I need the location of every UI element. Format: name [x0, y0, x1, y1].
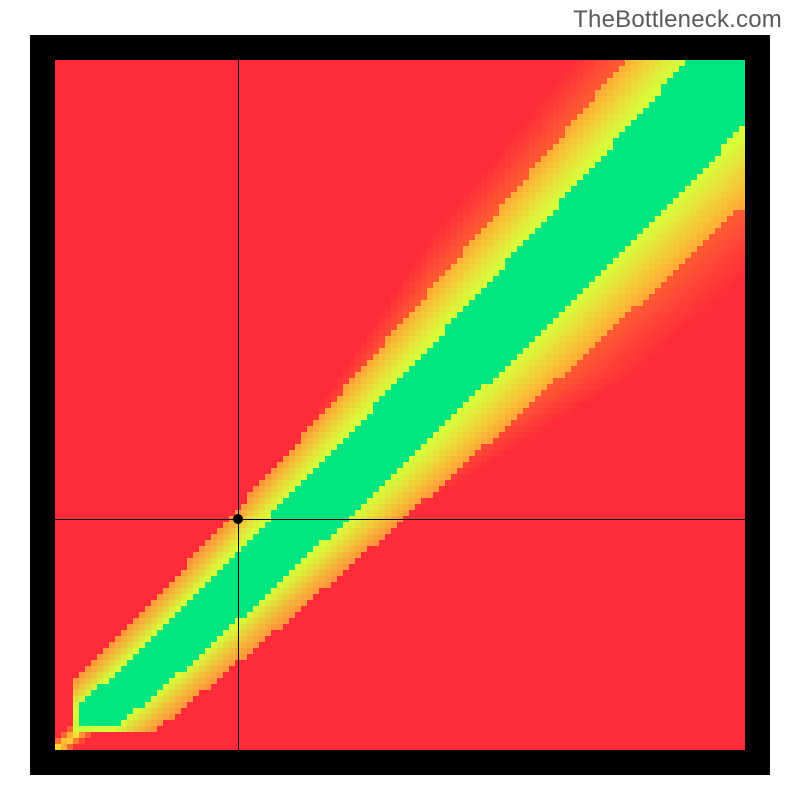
crosshair-dot: [233, 514, 243, 524]
crosshair-vertical: [238, 60, 239, 750]
heatmap-canvas: [55, 60, 745, 750]
watermark-text: TheBottleneck.com: [573, 6, 782, 34]
crosshair-horizontal: [55, 519, 745, 520]
plot-area: [55, 60, 745, 750]
outer-frame: [30, 35, 770, 775]
chart-container: TheBottleneck.com: [0, 0, 800, 800]
